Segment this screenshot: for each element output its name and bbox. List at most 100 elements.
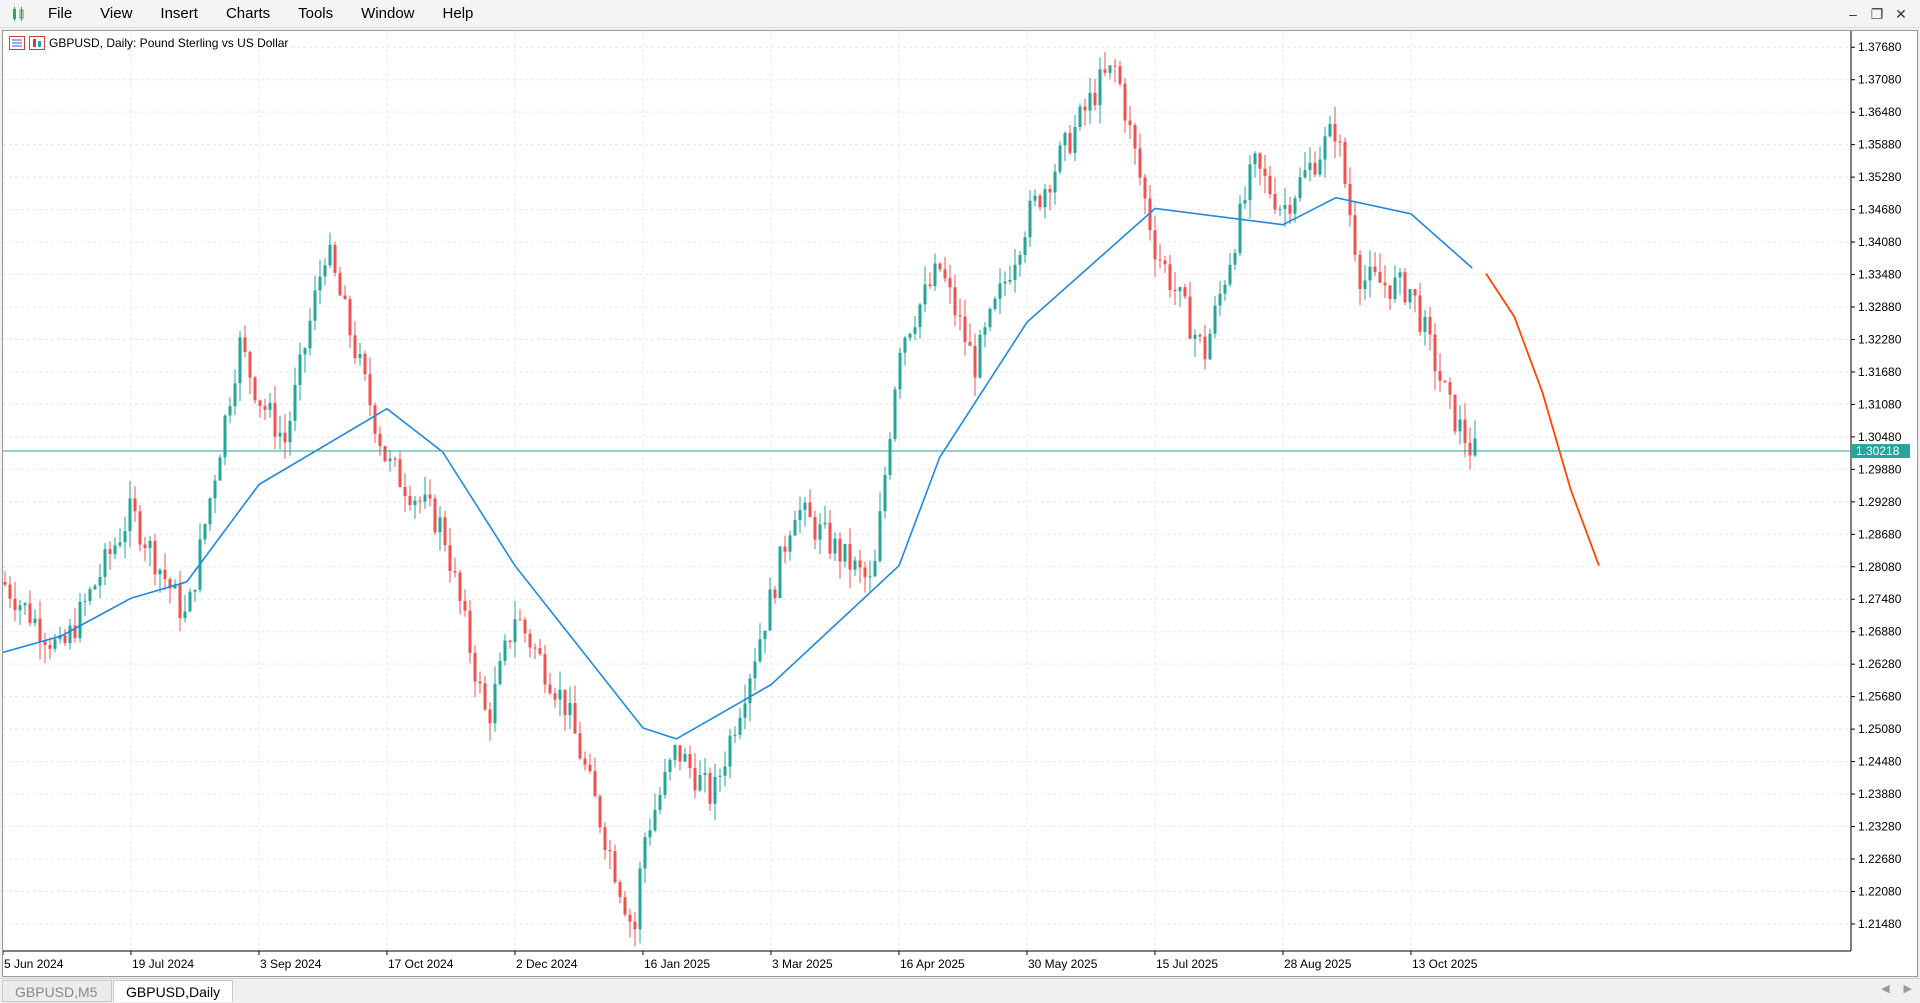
candle-body bbox=[93, 585, 97, 590]
price-tick-label: 1.34680 bbox=[1858, 203, 1902, 217]
price-tick-label: 1.22080 bbox=[1858, 884, 1902, 898]
price-tick-label: 1.33480 bbox=[1858, 268, 1902, 282]
candle-body bbox=[1038, 195, 1042, 208]
close-button[interactable]: ✕ bbox=[1895, 5, 1907, 22]
candle-body bbox=[318, 276, 322, 291]
candle-body bbox=[878, 511, 882, 561]
price-chart[interactable]: 1.37680 1.37080 1.36480 1.35880 1.35280 1.346… bbox=[3, 31, 1917, 976]
candle-body bbox=[1318, 159, 1322, 175]
candle-body bbox=[173, 584, 177, 589]
candle-body bbox=[188, 591, 192, 612]
candle-body bbox=[628, 914, 632, 922]
price-tick-label: 1.37680 bbox=[1858, 40, 1902, 54]
candle-body bbox=[1233, 253, 1237, 265]
candle-body bbox=[1168, 264, 1172, 290]
candle-body bbox=[313, 290, 317, 321]
menu-tools[interactable]: Tools bbox=[298, 4, 334, 22]
candle-body bbox=[503, 640, 507, 661]
candle-body bbox=[943, 269, 947, 279]
candle-body bbox=[958, 315, 962, 317]
candle-body bbox=[1033, 195, 1037, 201]
menu-view[interactable]: View bbox=[100, 4, 133, 22]
candle-body bbox=[913, 327, 917, 334]
chart-type-icon[interactable] bbox=[29, 36, 45, 50]
menu-insert[interactable]: Insert bbox=[160, 4, 198, 22]
time-tick-label: 15 Jul 2025 bbox=[1156, 957, 1218, 971]
candle-body bbox=[353, 335, 357, 359]
price-tick-label: 1.29280 bbox=[1858, 495, 1902, 509]
candle-body bbox=[1058, 145, 1062, 172]
candle-body bbox=[1213, 305, 1217, 334]
candle-body bbox=[593, 771, 597, 797]
candle-body bbox=[978, 334, 982, 378]
menu-window[interactable]: Window bbox=[361, 4, 415, 22]
time-tick-label: 3 Mar 2025 bbox=[772, 957, 833, 971]
menu-file[interactable]: File bbox=[48, 4, 73, 22]
candle-body bbox=[393, 458, 397, 460]
menu-help[interactable]: Help bbox=[442, 4, 474, 22]
candle-body bbox=[243, 337, 247, 352]
price-tick-label: 1.34080 bbox=[1858, 235, 1902, 249]
candle-body bbox=[648, 830, 652, 838]
candle-body bbox=[798, 510, 802, 521]
candle-body bbox=[3, 581, 7, 585]
tab-gbpusd-daily[interactable]: GBPUSD,Daily bbox=[113, 980, 233, 1002]
candle-body bbox=[1408, 289, 1412, 303]
scroll-left-icon[interactable]: ◀ bbox=[1881, 983, 1890, 995]
trade-panel-icon[interactable] bbox=[9, 36, 25, 50]
price-tick-label: 1.26280 bbox=[1858, 657, 1902, 671]
candle-body bbox=[863, 567, 867, 578]
candle-body bbox=[708, 773, 712, 804]
candle-body bbox=[383, 446, 387, 462]
candle-body bbox=[1388, 285, 1392, 299]
candle-body bbox=[813, 517, 817, 540]
restore-button[interactable]: ❐ bbox=[1870, 5, 1884, 22]
time-tick-label: 16 Apr 2025 bbox=[900, 957, 965, 971]
time-tick-label: 16 Jan 2025 bbox=[644, 957, 710, 971]
candle-body bbox=[993, 298, 997, 309]
price-tick-label: 1.30480 bbox=[1858, 430, 1902, 444]
menu-charts[interactable]: Charts bbox=[225, 4, 271, 22]
candle-body bbox=[473, 652, 477, 682]
candle-body bbox=[698, 774, 702, 791]
candle-body bbox=[998, 283, 1002, 299]
candle-body bbox=[518, 619, 522, 621]
candle-body bbox=[678, 745, 682, 762]
candle-body bbox=[748, 678, 752, 704]
candle-body bbox=[428, 494, 432, 499]
candle-body bbox=[888, 438, 892, 476]
candle-body bbox=[733, 734, 737, 736]
candle-body bbox=[1433, 334, 1437, 372]
candle-body bbox=[1238, 203, 1242, 254]
candle-body bbox=[123, 531, 127, 543]
price-tick-label: 1.28080 bbox=[1858, 560, 1902, 574]
candle-body bbox=[588, 764, 592, 772]
candle-body bbox=[343, 295, 347, 300]
price-tick-label: 1.25080 bbox=[1858, 722, 1902, 736]
candle-body bbox=[1363, 280, 1367, 289]
candle-body bbox=[1463, 419, 1467, 443]
candle-body bbox=[1343, 141, 1347, 184]
candle-body bbox=[1043, 188, 1047, 208]
minimize-button[interactable]: – bbox=[1849, 6, 1857, 22]
candle-body bbox=[618, 882, 622, 898]
candle-body bbox=[1228, 264, 1232, 285]
chart-window[interactable]: 1.37680 1.37080 1.36480 1.35880 1.35280 1.346… bbox=[2, 30, 1918, 977]
tab-gbpusd-m5[interactable]: GBPUSD,M5 bbox=[2, 980, 112, 1002]
candle-body bbox=[303, 348, 307, 355]
candle-body bbox=[668, 759, 672, 772]
candle-body bbox=[18, 605, 22, 611]
candle-body bbox=[238, 337, 242, 384]
scroll-right-icon[interactable]: ▶ bbox=[1903, 983, 1912, 995]
candle-body bbox=[523, 619, 527, 634]
candle-body bbox=[853, 560, 857, 570]
current-price-label: 1.30218 bbox=[1856, 444, 1900, 458]
candle-body bbox=[1153, 230, 1157, 260]
price-tick-label: 1.23880 bbox=[1858, 787, 1902, 801]
price-tick-label: 1.32880 bbox=[1858, 300, 1902, 314]
candle-body bbox=[348, 299, 352, 336]
candle-body bbox=[818, 524, 822, 540]
candle-body bbox=[948, 278, 952, 288]
price-tick-label: 1.35880 bbox=[1858, 138, 1902, 152]
candle-body bbox=[1073, 126, 1077, 153]
